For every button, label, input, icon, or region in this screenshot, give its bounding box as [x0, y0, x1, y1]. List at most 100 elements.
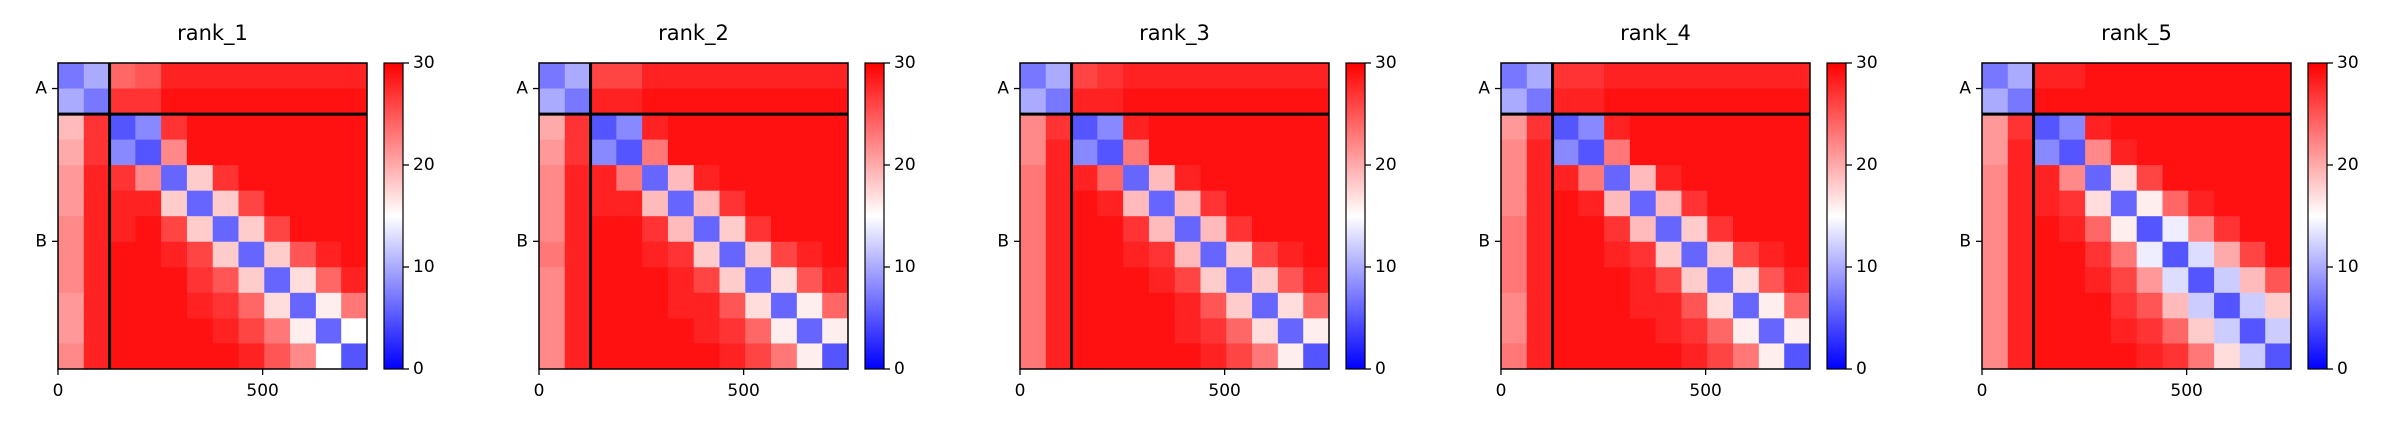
heatmap-cell — [693, 139, 720, 166]
heatmap-cell — [771, 63, 798, 90]
heatmap-cell — [590, 241, 617, 268]
heatmap-cell — [2265, 139, 2292, 166]
heatmap-cell — [1020, 267, 1047, 294]
heatmap-cell — [83, 241, 111, 268]
heatmap-cell — [1758, 318, 1785, 344]
heatmap-cell — [290, 139, 317, 166]
heatmap-cell — [2265, 241, 2292, 268]
heatmap-cell — [109, 343, 136, 370]
heatmap-cell — [58, 63, 85, 90]
heatmap-cell — [1303, 165, 1330, 192]
heatmap-cell — [642, 216, 669, 243]
heatmap-cell — [1148, 63, 1176, 90]
heatmap-cell — [212, 241, 239, 268]
heatmap-cell — [822, 114, 849, 141]
heatmap-cell — [1604, 292, 1631, 319]
heatmap-cell — [1982, 139, 2009, 166]
heatmap-cell — [822, 318, 849, 344]
heatmap-cell — [1277, 190, 1304, 217]
heatmap-cell — [109, 88, 136, 115]
heatmap-cell — [186, 292, 214, 319]
heatmap-cell — [667, 241, 695, 268]
heatmap-cell — [83, 63, 111, 90]
heatmap-cell — [1733, 139, 1760, 166]
heatmap-cell — [2162, 190, 2189, 217]
heatmap-cell — [2265, 190, 2292, 217]
heatmap-cell — [1604, 190, 1631, 217]
heatmap-cell — [590, 343, 617, 370]
heatmap-cell — [539, 267, 566, 294]
heatmap-cell — [745, 63, 772, 90]
heatmap-cell — [1629, 343, 1657, 370]
colorbar-tick-label: 10 — [894, 257, 916, 277]
heatmap-cell — [1252, 343, 1279, 370]
heatmap-cell — [2136, 318, 2163, 344]
heatmap-cell — [186, 343, 214, 370]
heatmap-cell — [1020, 241, 1047, 268]
heatmap-cell — [1982, 190, 2009, 217]
heatmap-cell — [1655, 165, 1682, 192]
heatmap-cell — [1526, 114, 1554, 141]
heatmap-cell — [1733, 165, 1760, 192]
heatmap-cell — [2136, 241, 2163, 268]
heatmap-cell — [1045, 63, 1073, 90]
heatmap-cell — [796, 318, 823, 344]
heatmap-cell — [1071, 267, 1098, 294]
chart-title: rank_3 — [1139, 21, 1210, 46]
heatmap-cell — [83, 267, 111, 294]
heatmap-cell — [642, 267, 669, 294]
heatmap-cell — [1784, 63, 1811, 90]
heatmap-cell — [2007, 241, 2035, 268]
heatmap-cell — [1020, 343, 1047, 370]
heatmap-cell — [1020, 216, 1047, 243]
heatmap-cell — [1252, 292, 1279, 319]
heatmap-cell — [2136, 63, 2163, 90]
heatmap-cell — [642, 318, 669, 344]
heatmap-cell — [83, 343, 111, 370]
heatmap-cell — [1707, 63, 1734, 90]
heatmap-cell — [58, 216, 85, 243]
heatmap-cell — [2136, 343, 2163, 370]
heatmap-cell — [1252, 114, 1279, 141]
heatmap-cell — [1252, 318, 1279, 344]
heatmap-cell — [1200, 343, 1227, 370]
heatmap-cell — [564, 114, 592, 141]
heatmap-cell — [109, 292, 136, 319]
heatmap-cell — [2265, 292, 2292, 319]
heatmap-cell — [1526, 241, 1554, 268]
y-tick-label: A — [997, 79, 1009, 99]
heatmap-cell — [667, 318, 695, 344]
heatmap-cell — [1784, 267, 1811, 294]
heatmap-cell — [58, 88, 85, 115]
heatmap-cell — [2162, 114, 2189, 141]
chart-title: rank_1 — [177, 21, 248, 46]
heatmap-cell — [1733, 63, 1760, 90]
heatmap-cell — [2059, 114, 2086, 141]
heatmap-cell — [1707, 139, 1734, 166]
heatmap-cell — [1758, 88, 1785, 115]
heatmap-cell — [161, 114, 188, 141]
heatmap-cell — [1982, 216, 2009, 243]
heatmap-cell — [1604, 63, 1631, 90]
heatmap-cell — [1020, 292, 1047, 319]
heatmap-cell — [1071, 343, 1098, 370]
heatmap-cell — [745, 343, 772, 370]
heatmap-cell — [796, 190, 823, 217]
heatmap-cell — [719, 241, 746, 268]
heatmap-cell — [1655, 139, 1682, 166]
heatmap-cell — [135, 241, 162, 268]
heatmap-cell — [2136, 190, 2163, 217]
heatmap-cell — [1097, 318, 1124, 344]
heatmap-cell — [1277, 267, 1304, 294]
heatmap-cell — [1277, 343, 1304, 370]
heatmap-cell — [58, 165, 85, 192]
heatmap-cell — [238, 241, 265, 268]
heatmap-cell — [2059, 63, 2086, 90]
heatmap-cell — [796, 343, 823, 370]
heatmap-cell — [2265, 165, 2292, 192]
heatmap-cell — [1758, 267, 1785, 294]
heatmap-cell — [1629, 216, 1657, 243]
heatmap-cell — [1252, 139, 1279, 166]
heatmap-cell — [822, 190, 849, 217]
